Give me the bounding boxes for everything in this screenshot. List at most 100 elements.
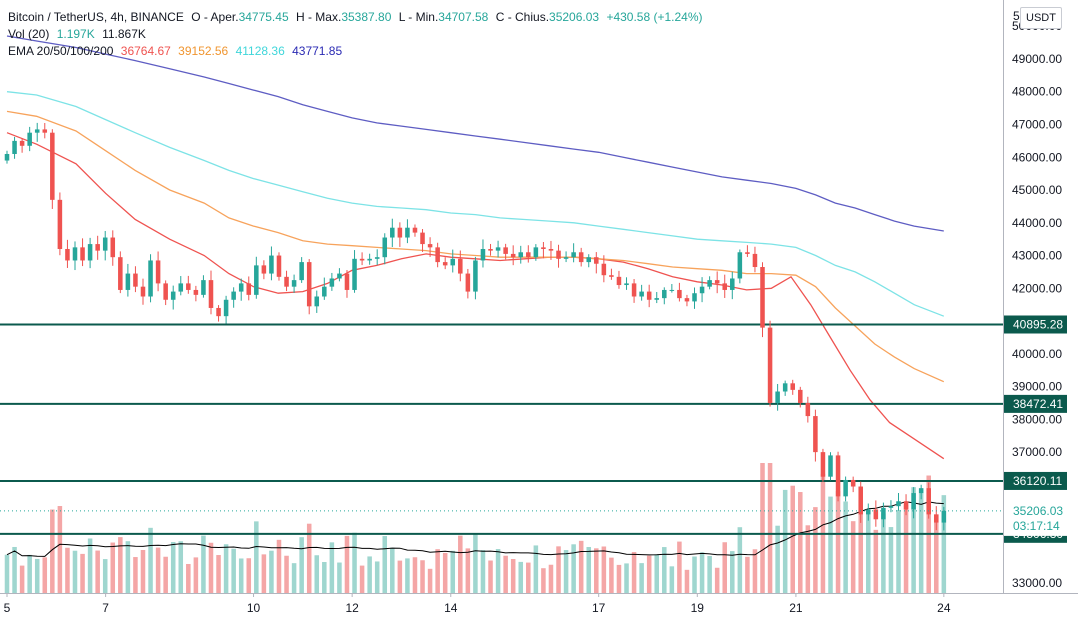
x-tick-label: 24 bbox=[937, 601, 951, 615]
candle bbox=[677, 289, 682, 299]
volume-bar bbox=[390, 547, 395, 593]
volume-row[interactable]: Vol (20) 1.197K 11.867K bbox=[8, 26, 707, 43]
candle bbox=[148, 260, 153, 297]
y-tick-label: 38000.00 bbox=[1012, 412, 1062, 426]
ema-row[interactable]: EMA 20/50/100/200 36764.67 39152.56 4112… bbox=[8, 43, 707, 60]
volume-bar bbox=[34, 558, 40, 593]
x-tick-label: 14 bbox=[444, 601, 458, 615]
volume-bar bbox=[450, 550, 456, 593]
volume-bar bbox=[571, 544, 576, 593]
volume-bar bbox=[677, 541, 682, 593]
volume-bar bbox=[397, 560, 403, 593]
volume-bar bbox=[684, 569, 690, 593]
x-tick-label: 7 bbox=[102, 601, 109, 615]
price-level-badge bbox=[1004, 315, 1067, 334]
candle bbox=[843, 479, 848, 497]
candle bbox=[594, 257, 599, 264]
candle bbox=[820, 452, 826, 477]
candle bbox=[4, 153, 10, 161]
candle bbox=[65, 248, 70, 261]
symbol-title[interactable]: Bitcoin / TetherUS, 4h, BINANCE bbox=[8, 10, 184, 24]
volume-bar bbox=[873, 529, 879, 593]
volume-bar bbox=[412, 557, 418, 593]
ema100-value: 41128.36 bbox=[235, 44, 285, 58]
volume-bar bbox=[556, 546, 561, 593]
volume-bar bbox=[12, 546, 17, 593]
candle bbox=[578, 252, 584, 263]
volume-bar bbox=[548, 564, 554, 593]
candle bbox=[571, 252, 576, 258]
candle bbox=[34, 129, 40, 133]
volume-bar bbox=[80, 553, 85, 593]
candle bbox=[125, 273, 131, 290]
volume-bar bbox=[344, 535, 350, 593]
volume-bar bbox=[458, 535, 463, 593]
volume-bar bbox=[858, 499, 863, 593]
y-tick-label: 48000.00 bbox=[1012, 85, 1062, 99]
volume-bar bbox=[896, 509, 901, 593]
candle bbox=[563, 257, 569, 259]
candle bbox=[662, 289, 667, 299]
volume-bar bbox=[87, 538, 93, 593]
volume-bar bbox=[692, 556, 697, 593]
candle bbox=[926, 488, 931, 515]
volume-bar bbox=[27, 554, 32, 593]
y-tick-label: 43000.00 bbox=[1012, 249, 1062, 263]
y-tick-label: 44000.00 bbox=[1012, 216, 1062, 230]
volume-bar bbox=[662, 547, 667, 593]
volume-bar bbox=[148, 527, 153, 593]
volume-bar bbox=[616, 564, 622, 593]
currency-button[interactable]: USDT bbox=[1020, 7, 1062, 29]
candle bbox=[745, 252, 750, 254]
candle bbox=[714, 280, 720, 284]
volume-bar bbox=[669, 566, 675, 593]
candle bbox=[480, 248, 486, 261]
volume-bar bbox=[941, 495, 947, 593]
volume-bar bbox=[201, 535, 206, 593]
volume-bar bbox=[541, 568, 546, 593]
volume-label: Vol (20) bbox=[8, 27, 50, 41]
volume-bar bbox=[322, 562, 327, 593]
candle bbox=[178, 283, 184, 292]
candle bbox=[102, 237, 108, 251]
volume-bar bbox=[42, 557, 48, 593]
y-tick-label: 33000.00 bbox=[1012, 576, 1062, 590]
x-tick-label: 17 bbox=[592, 601, 606, 615]
y-tick-label: 39000.00 bbox=[1012, 380, 1062, 394]
candle bbox=[458, 258, 463, 274]
candle bbox=[163, 283, 168, 300]
candle bbox=[306, 262, 312, 307]
volume-bar bbox=[19, 565, 25, 593]
candle bbox=[133, 273, 138, 287]
volume-bar bbox=[291, 563, 297, 593]
volume-bar bbox=[382, 536, 388, 593]
candle bbox=[435, 247, 440, 263]
candle bbox=[699, 286, 705, 294]
candle bbox=[624, 283, 629, 286]
volume-bar bbox=[186, 563, 191, 593]
volume-bar bbox=[299, 537, 304, 593]
candle bbox=[80, 247, 85, 261]
volume-bar bbox=[835, 491, 841, 593]
volume-bar bbox=[646, 555, 652, 593]
volume-bar bbox=[238, 558, 244, 593]
volume-bar bbox=[193, 557, 199, 593]
y-tick-label: 49000.00 bbox=[1012, 52, 1062, 66]
volume-bar bbox=[586, 546, 592, 593]
candle bbox=[57, 199, 63, 249]
candle bbox=[276, 255, 282, 277]
volume-bar bbox=[745, 556, 750, 593]
volume-bar bbox=[903, 505, 909, 593]
volume-bar bbox=[254, 521, 259, 593]
volume-bar bbox=[760, 463, 765, 593]
volume-bar bbox=[420, 560, 425, 593]
ema-label: EMA 20/50/100/200 bbox=[8, 44, 114, 58]
candle bbox=[450, 258, 456, 266]
candle bbox=[420, 232, 425, 245]
candle bbox=[684, 298, 690, 302]
volume-bar bbox=[208, 542, 214, 593]
ema-line-ema20 bbox=[6, 132, 945, 460]
candle bbox=[473, 260, 478, 292]
